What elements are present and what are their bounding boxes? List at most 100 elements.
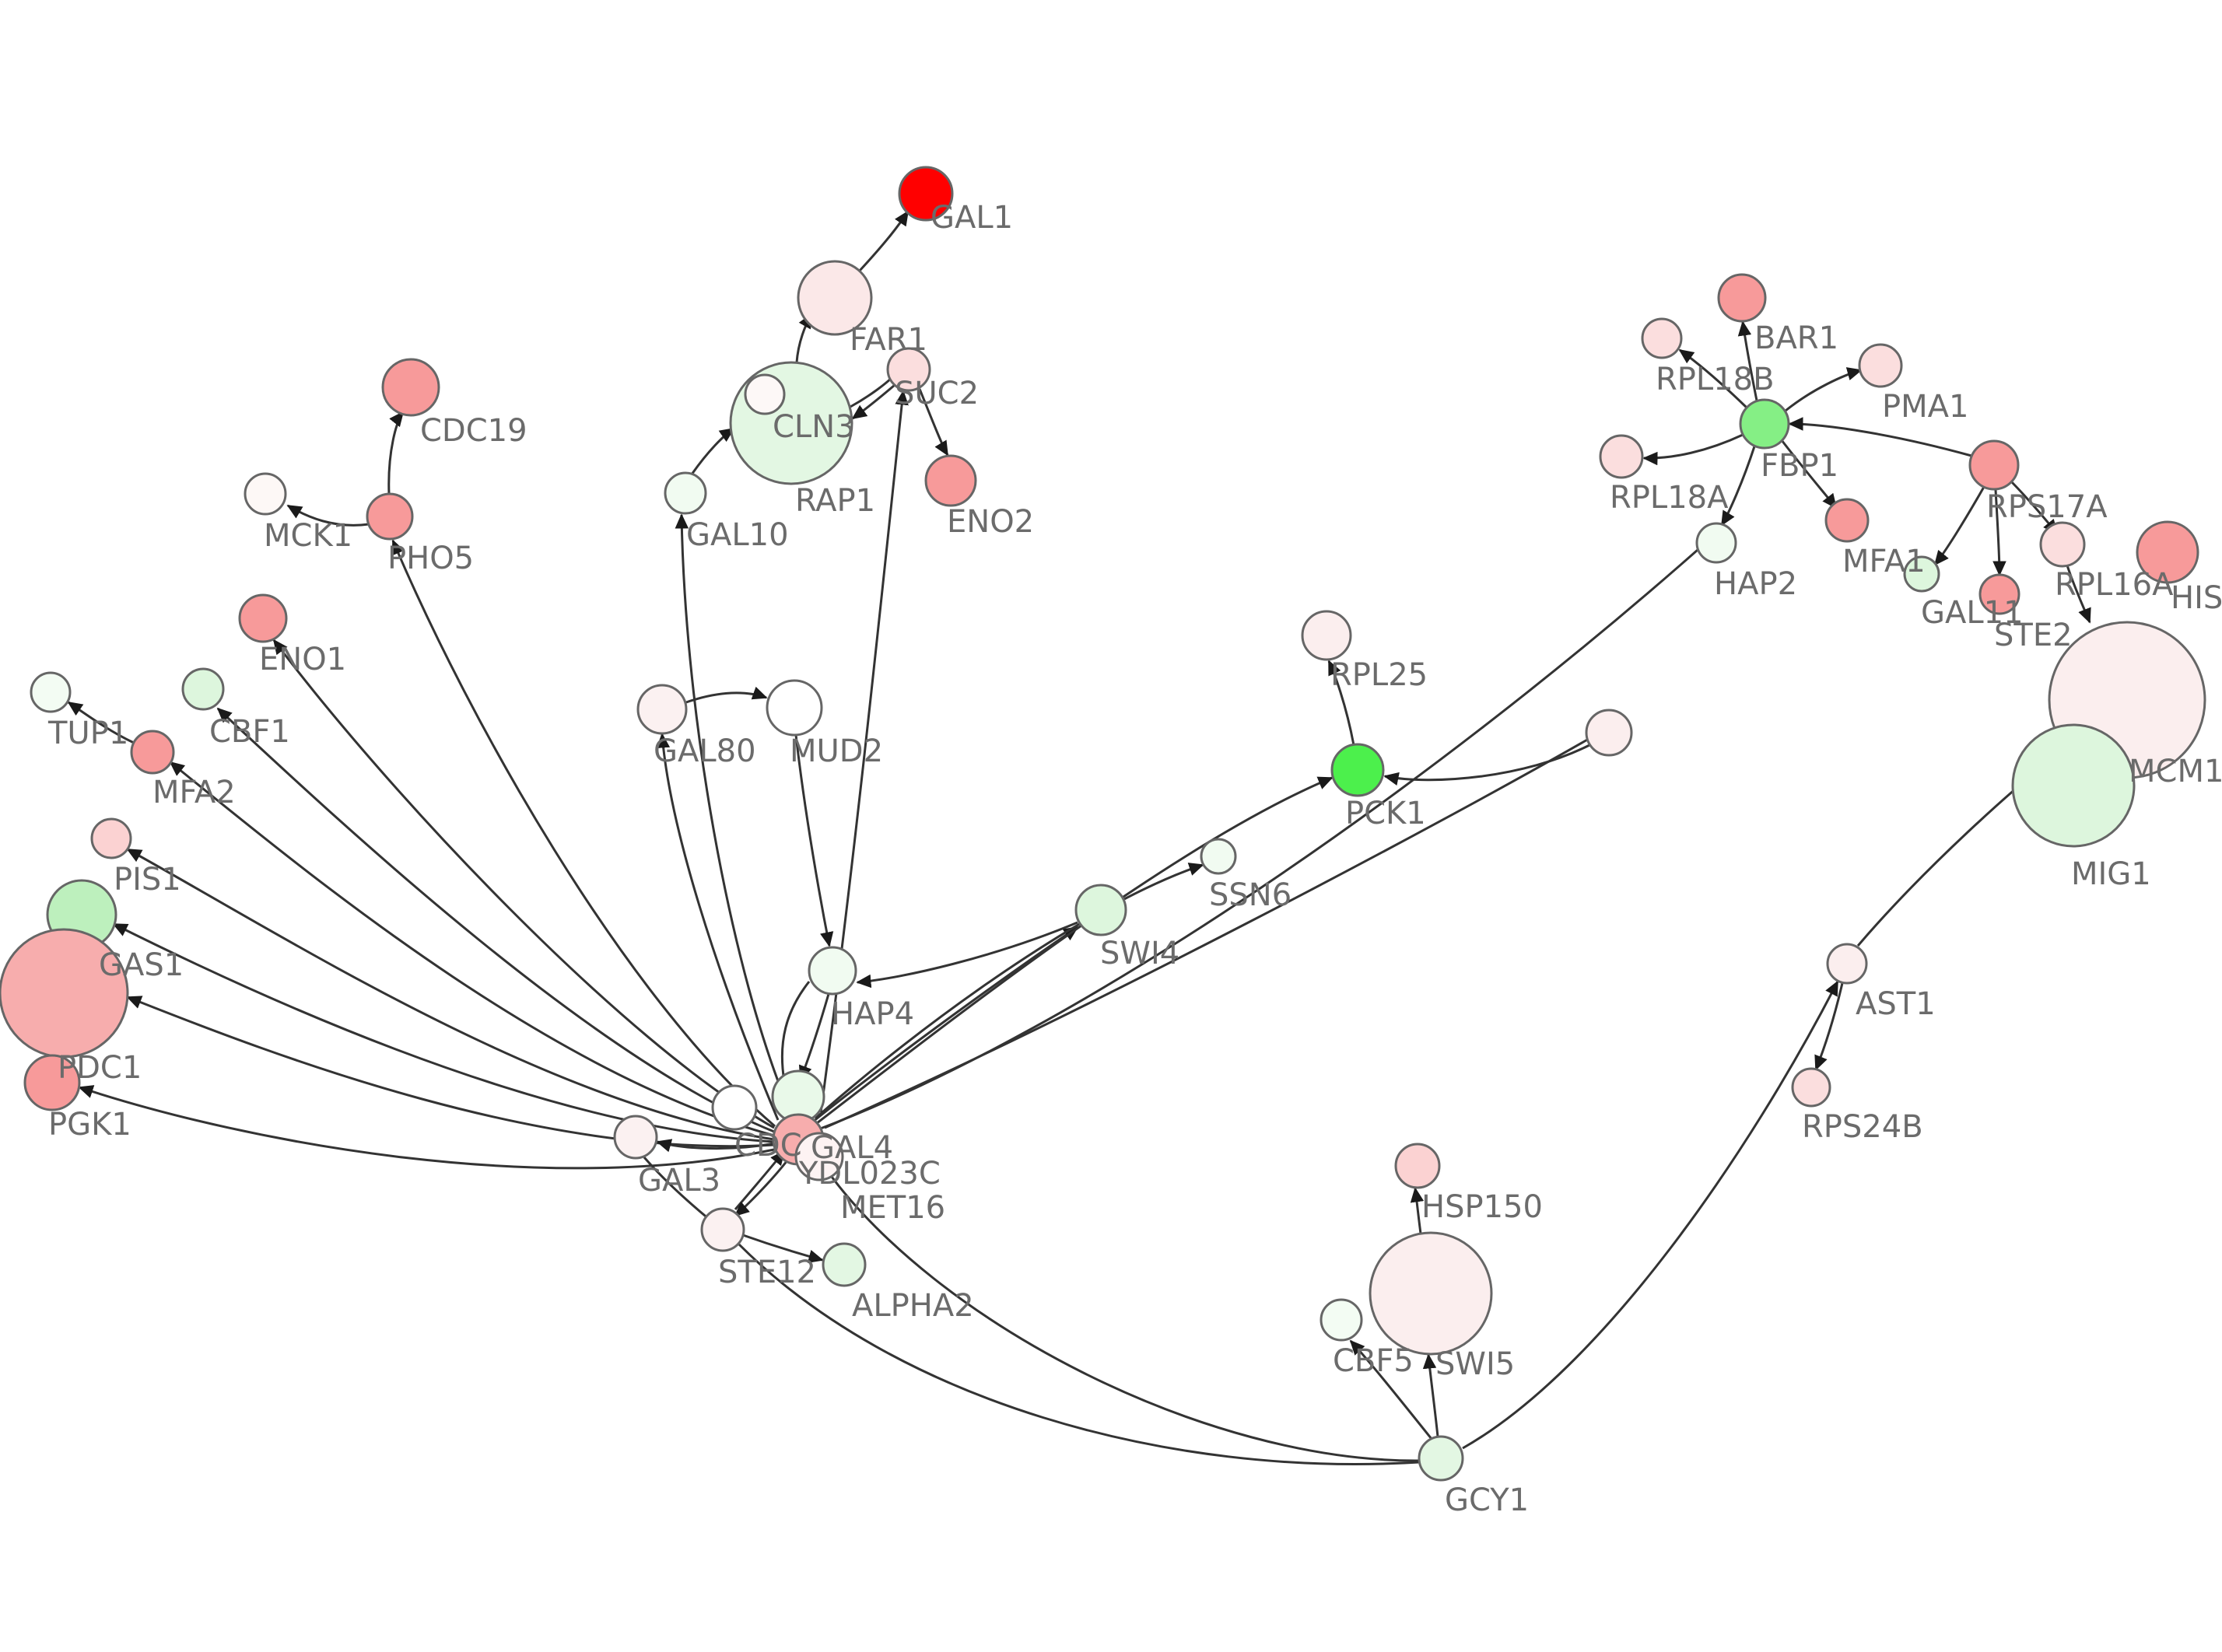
node-rps17a[interactable] [1968, 439, 2020, 491]
node-label-swi5: SWI5 [1435, 1346, 1515, 1382]
node-ast1[interactable] [1826, 943, 1868, 985]
edge-MUD2-to-HAP4 [794, 734, 834, 947]
node-cln3-inner[interactable] [744, 373, 786, 415]
edge-layer [67, 210, 2091, 1465]
node-gcy1[interactable] [1418, 1435, 1464, 1482]
edge-GAL4-to-HAP2-long [818, 548, 1698, 1131]
node-tup1[interactable] [30, 671, 72, 713]
edge-SUC2-to-CLN3 [851, 383, 895, 420]
edge-FBP1-to-HAP2 [1720, 446, 1756, 527]
node-label-rps24b: RPS24B [1802, 1109, 1923, 1145]
node-rpl25[interactable] [1301, 610, 1352, 661]
edge-FBP1-to-PMA1 [1785, 367, 1863, 412]
node-swi5[interactable] [1369, 1231, 1493, 1356]
node-label-mig1: MIG1 [2071, 856, 2151, 892]
edge-MCM1-parent-to-PCK1 [1383, 744, 1590, 786]
edge-GAL4-up-to-GAL10 [675, 513, 780, 1082]
node-label-gal1: GAL1 [931, 200, 1013, 236]
node-gal10[interactable] [664, 471, 707, 515]
node-label-hap2: HAP2 [1714, 566, 1797, 602]
node-suc2[interactable] [886, 347, 931, 392]
node-label-pgk1: PGK1 [48, 1107, 131, 1143]
edge-GAL4-to-GAS1 [112, 922, 775, 1143]
node-hap2[interactable] [1695, 522, 1737, 564]
node-gal3[interactable] [613, 1115, 658, 1160]
node-pck1[interactable] [1330, 743, 1385, 797]
node-label-met16: MET16 [840, 1190, 945, 1226]
node-ssn6[interactable] [1200, 838, 1237, 875]
node-label-mud2: MUD2 [790, 733, 883, 769]
edge-SWI4-to-HAP4 [856, 921, 1078, 989]
node-label-gcy1: GCY1 [1445, 1482, 1529, 1518]
node-label-pma1: PMA1 [1882, 389, 1968, 425]
node-label-rps17a: RPS17A [1986, 489, 2108, 525]
node-fbp1[interactable] [1739, 398, 1790, 450]
node-his4[interactable] [2136, 520, 2199, 584]
edge-GAL4-to-GCY1 [822, 1164, 1420, 1462]
node-swi4[interactable] [1074, 884, 1127, 936]
node-cbf1[interactable] [181, 667, 225, 711]
node-rps24b[interactable] [1791, 1067, 1831, 1108]
node-mfa2[interactable] [130, 730, 175, 775]
node-label-suc2: SUC2 [895, 376, 979, 411]
node-label-rpl18b: RPL18B [1656, 362, 1775, 397]
node-mud2[interactable] [766, 679, 823, 737]
node-mig1[interactable] [2011, 723, 2136, 848]
node-pho5[interactable] [366, 492, 414, 541]
node-mfa1[interactable] [1824, 498, 1870, 543]
node-bar1[interactable] [1717, 273, 1767, 323]
edge-GAL4-up-to-HAP4 [780, 981, 811, 1082]
node-label-ssn6: SSN6 [1209, 877, 1291, 913]
node-alpha2[interactable] [822, 1242, 867, 1287]
node-label-his4: HIS4 [2171, 580, 2222, 616]
node-hap4[interactable] [808, 946, 857, 996]
node-mcm1-parent[interactable] [1585, 709, 1633, 757]
node-ste12[interactable] [700, 1207, 745, 1252]
node-rpl18a[interactable] [1599, 434, 1644, 479]
edge-GAL4-to-PCK1 [816, 776, 1334, 1125]
node-cbf5[interactable] [1320, 1298, 1363, 1342]
node-pis1[interactable] [90, 817, 132, 859]
node-label-rpl16a: RPL16A [2055, 567, 2174, 603]
node-label-gal11: GAL11 [1921, 595, 2024, 631]
node-label-cln3: CLN3 [773, 409, 855, 445]
edge-GAL4-to-PHO5 [391, 539, 776, 1128]
node-label-pho5: PHO5 [387, 541, 474, 576]
node-mck1[interactable] [244, 472, 287, 516]
node-label-ste2: STE2 [1994, 618, 2073, 653]
edge-GAL10-to-CLN3 [690, 427, 735, 475]
node-label-bar1: BAR1 [1754, 320, 1838, 356]
node-label-ste12: STE12 [718, 1255, 816, 1290]
node-label-far1: FAR1 [850, 322, 927, 358]
node-label-gal4: GAL4 [811, 1130, 893, 1166]
node-pgk1[interactable] [23, 1054, 81, 1111]
node-label-tup1: TUP1 [47, 716, 128, 751]
node-rpl16a[interactable] [2039, 521, 2086, 568]
node-eno2[interactable] [924, 454, 977, 507]
node-ste2[interactable] [1978, 573, 2020, 615]
edge-RPL16A-to-MCM1 [2066, 565, 2091, 624]
node-cdc19[interactable] [381, 358, 440, 417]
edge-FBP1-to-BAR1 [1737, 320, 1758, 401]
node-label-swi4: SWI4 [1100, 936, 1179, 971]
node-gal11[interactable] [1903, 555, 1940, 593]
node-label-eno2: ENO2 [947, 504, 1034, 540]
node-label-pck1: PCK1 [1345, 796, 1426, 831]
node-met16[interactable] [794, 1132, 844, 1181]
node-label-rpl25: RPL25 [1330, 657, 1428, 693]
edge-SUC2-to-ENO2 [918, 388, 949, 457]
node-far1[interactable] [797, 260, 873, 336]
node-cdc19b[interactable] [711, 1084, 758, 1131]
node-pma1[interactable] [1858, 343, 1903, 388]
node-gal1[interactable] [898, 166, 954, 222]
edge-HAP4-to-GAL4-up [798, 993, 830, 1081]
node-gal80[interactable] [636, 684, 688, 735]
node-rpl18b[interactable] [1641, 317, 1683, 359]
node-label-alpha2: ALPHA2 [852, 1288, 974, 1324]
node-label-gas1: GAS1 [99, 947, 184, 983]
edge-GAL80-to-MUD2 [685, 686, 768, 704]
node-hsp150[interactable] [1394, 1143, 1441, 1189]
edge-RPS17A-to-FBP1 [1788, 417, 1972, 457]
node-eno1[interactable] [238, 593, 288, 643]
node-label-gal10: GAL10 [686, 517, 789, 553]
